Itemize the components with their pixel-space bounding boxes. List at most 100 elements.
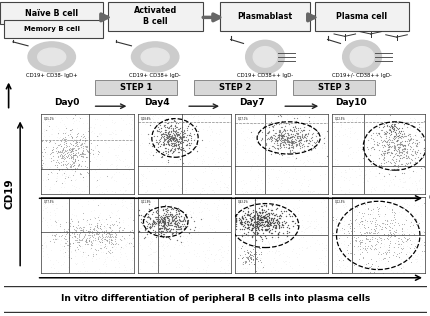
Point xyxy=(158,145,165,150)
Point xyxy=(388,137,395,143)
Point xyxy=(344,222,351,227)
Point xyxy=(332,264,339,269)
Point xyxy=(344,228,350,234)
Point xyxy=(405,125,412,130)
Point xyxy=(357,219,364,224)
Point xyxy=(68,136,75,141)
Point xyxy=(409,216,416,221)
Point xyxy=(393,270,399,275)
Point xyxy=(47,186,54,191)
Point xyxy=(166,222,173,228)
Point xyxy=(394,222,401,227)
Point xyxy=(146,231,153,236)
Point xyxy=(201,252,208,257)
Point xyxy=(346,248,353,253)
Point xyxy=(158,132,165,137)
Point xyxy=(193,198,200,204)
Point xyxy=(250,220,257,225)
Point xyxy=(58,233,65,238)
Point xyxy=(395,176,402,181)
Point xyxy=(399,128,405,133)
Point xyxy=(96,200,103,205)
Point xyxy=(275,222,282,227)
Point xyxy=(275,129,282,134)
Point xyxy=(304,224,311,229)
Point xyxy=(355,160,362,165)
Point xyxy=(41,218,48,223)
Point xyxy=(189,115,196,120)
Point xyxy=(126,164,132,169)
Point xyxy=(120,226,127,231)
Point xyxy=(280,127,287,132)
Point xyxy=(163,159,169,164)
Point xyxy=(384,137,391,142)
Point xyxy=(260,216,267,221)
Point xyxy=(185,169,192,174)
Point xyxy=(319,198,326,203)
Point xyxy=(276,112,283,117)
Point xyxy=(109,188,116,193)
Point xyxy=(400,228,407,234)
Point xyxy=(167,129,174,134)
Point xyxy=(255,205,261,210)
Point xyxy=(275,221,282,226)
Point xyxy=(280,138,286,143)
Point xyxy=(392,143,399,148)
Point xyxy=(276,147,283,152)
Point xyxy=(256,217,263,222)
Point xyxy=(392,135,399,140)
Point xyxy=(373,204,380,209)
Point xyxy=(162,222,169,227)
Point xyxy=(170,118,177,123)
Point xyxy=(41,200,48,205)
Point xyxy=(156,219,163,224)
Point xyxy=(69,223,76,228)
Point xyxy=(342,214,349,219)
Point xyxy=(272,160,279,165)
Point xyxy=(144,206,151,211)
Point xyxy=(149,219,156,224)
Point xyxy=(335,199,342,204)
Point xyxy=(39,248,46,253)
Point xyxy=(384,139,391,144)
Point xyxy=(306,156,313,161)
Point xyxy=(98,131,104,137)
Point xyxy=(165,196,172,201)
Point xyxy=(70,153,77,158)
Point xyxy=(140,216,147,221)
Point xyxy=(182,257,189,262)
Point xyxy=(86,235,93,240)
Point xyxy=(302,245,309,250)
Point xyxy=(419,228,426,233)
Point xyxy=(169,140,176,145)
Point xyxy=(176,126,183,131)
Point xyxy=(74,260,81,265)
Point xyxy=(332,201,338,206)
Point xyxy=(169,149,175,154)
Point xyxy=(376,134,383,139)
Point xyxy=(290,115,297,120)
Point xyxy=(162,130,169,135)
Point xyxy=(310,225,317,230)
Point xyxy=(54,162,61,167)
Point xyxy=(274,232,281,237)
Text: CD19+ CD38- IgD+: CD19+ CD38- IgD+ xyxy=(26,73,77,78)
Point xyxy=(201,201,208,206)
Point xyxy=(258,207,265,212)
Point xyxy=(408,242,415,247)
Point xyxy=(95,218,102,223)
Point xyxy=(287,149,294,154)
Point xyxy=(322,139,329,144)
Point xyxy=(157,233,164,238)
Point xyxy=(38,166,45,171)
Point xyxy=(360,246,367,251)
Point xyxy=(175,226,181,231)
Point xyxy=(335,134,342,139)
Point xyxy=(160,216,167,221)
Point xyxy=(285,260,292,265)
Point xyxy=(412,140,419,145)
Point xyxy=(264,219,271,224)
Point xyxy=(386,239,393,244)
Point xyxy=(350,233,357,238)
Point xyxy=(107,226,114,231)
